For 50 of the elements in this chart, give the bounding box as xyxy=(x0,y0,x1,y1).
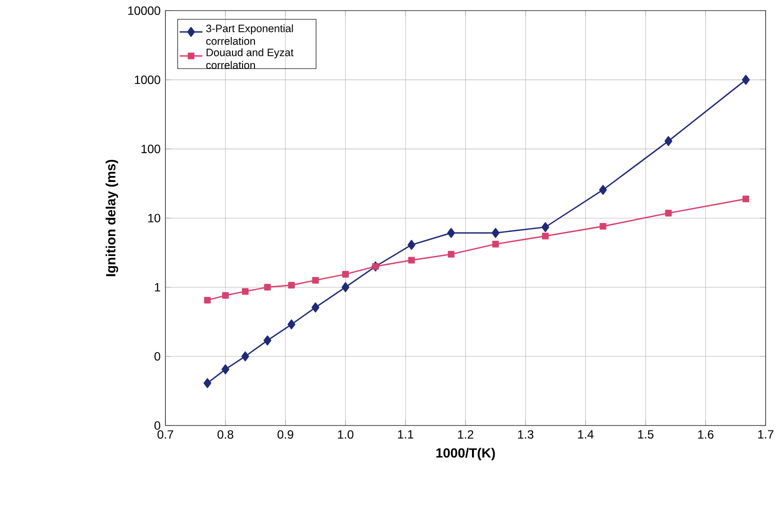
point xyxy=(264,284,271,291)
point xyxy=(204,378,212,388)
point xyxy=(408,257,415,264)
x-tick-label: 1.3 xyxy=(518,430,534,439)
point xyxy=(288,282,295,289)
point xyxy=(742,75,750,85)
y-axis-title: Ignition delay (ms) xyxy=(106,160,118,276)
point xyxy=(665,210,672,217)
x-tick-label: 1.7 xyxy=(758,430,774,439)
point xyxy=(222,364,230,374)
point xyxy=(241,352,250,362)
point xyxy=(742,196,750,203)
point xyxy=(492,241,499,248)
x-tick-label: 1.2 xyxy=(458,430,474,439)
legend-label: 3-Part Exponential correlation xyxy=(206,24,293,46)
y-tick-label: 0 xyxy=(154,421,160,430)
y-tick-label: 1 xyxy=(154,283,160,292)
point xyxy=(664,136,672,146)
x-tick-label: 1.4 xyxy=(578,430,594,439)
point xyxy=(342,282,350,292)
x-tick-label: 0.8 xyxy=(218,430,234,439)
point xyxy=(264,336,272,346)
point xyxy=(288,320,296,330)
point xyxy=(600,223,606,230)
x-axis-title: 1000/T(K) xyxy=(436,448,495,461)
y-tick-label: 10 xyxy=(148,214,160,223)
point xyxy=(447,228,455,238)
x-tick-label: 1.5 xyxy=(638,430,654,439)
x-tick-label: 0.7 xyxy=(158,430,174,439)
x-tick-label: 1.6 xyxy=(698,430,714,439)
point xyxy=(541,222,550,232)
legend-label: Douaud and Eyzat correlation xyxy=(206,48,294,70)
y-tick-label: 100 xyxy=(142,144,160,154)
point xyxy=(312,302,320,313)
point xyxy=(242,288,249,295)
point xyxy=(448,251,454,258)
y-tick-label: 0 xyxy=(154,352,160,361)
y-tick-label: 1000 xyxy=(134,76,160,84)
x-tick-label: 0.9 xyxy=(278,430,294,439)
point xyxy=(312,277,319,284)
x-tick-label: 1.1 xyxy=(398,430,414,439)
point xyxy=(342,271,349,278)
point xyxy=(408,240,416,250)
y-tick-label: 10000 xyxy=(128,6,160,16)
point xyxy=(492,228,500,238)
point xyxy=(599,185,607,196)
point xyxy=(222,292,229,300)
point xyxy=(204,297,211,304)
point xyxy=(542,232,549,240)
x-tick-label: 1.0 xyxy=(338,430,354,439)
